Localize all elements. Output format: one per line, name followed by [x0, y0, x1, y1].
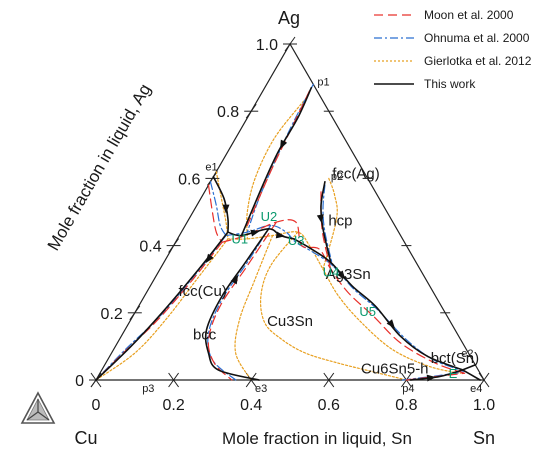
- phase-label: Cu3Sn: [267, 313, 313, 330]
- invariant-point-label: U1: [232, 232, 249, 247]
- bottom-axis-tick-cross: [323, 372, 335, 388]
- curve-gierlotka-et-al-2012-2: [95, 238, 229, 381]
- bottom-axis-tick-cross: [168, 372, 180, 388]
- phase-labels: fcc(Ag) hcp Ag3Sn fcc(Cu) Cu3Sn bcc bct(Sn)Cu6…: [179, 165, 480, 377]
- thermo-calc-logo-icon: [20, 391, 56, 424]
- left-axis-title: Mole fraction in liquid, Ag: [44, 81, 155, 254]
- left-axis-tick-cross: [129, 305, 141, 321]
- left-axis-tick-cross: [245, 103, 257, 119]
- special-point-label: p4: [402, 383, 414, 395]
- direction-arrow: [275, 231, 286, 239]
- curve-ohnuma-et-al-2000-5: [322, 184, 334, 267]
- curve-this-work-2: [293, 238, 464, 371]
- special-point-label: e2: [461, 348, 473, 360]
- bottom-axis-tick-label: 0.4: [240, 397, 262, 414]
- vertex-label-left: Cu: [74, 428, 97, 448]
- left-axis-tick-cross: [168, 238, 180, 253]
- vertex-label-right: Sn: [473, 428, 495, 448]
- phase-label: fcc(Ag): [332, 165, 380, 182]
- curve-ohnuma-et-al-2000-1: [225, 224, 467, 373]
- curve-gierlotka-et-al-2012-3: [234, 234, 274, 381]
- special-point-label: p2: [331, 171, 343, 183]
- left-axis-tick-label: 0.2: [101, 306, 123, 323]
- direction-arrows: [205, 139, 437, 382]
- direction-arrow: [230, 274, 239, 285]
- curve-this-work-5: [240, 86, 313, 237]
- bottom-axis-tick-label: 0.8: [395, 397, 417, 414]
- special-point-label: p1: [317, 77, 329, 89]
- legend-entry: Moon et al. 2000: [424, 8, 514, 22]
- invariant-point-label: U5: [359, 304, 376, 319]
- special-point-label: e1: [205, 162, 217, 174]
- curve-moon-et-al-2000-4: [246, 90, 310, 227]
- direction-arrow: [316, 214, 324, 224]
- triangle-frame: [94, 42, 486, 381]
- left-axis-tick-label: 0.8: [217, 104, 239, 121]
- bottom-axis-tick-cross: [478, 372, 490, 388]
- curve-this-work-8: [461, 369, 481, 381]
- direction-arrow: [250, 229, 260, 237]
- special-point-label: e4: [470, 383, 482, 395]
- curve-ohnuma-et-al-2000-0: [209, 181, 227, 237]
- legend: Moon et al. 2000 Ohnuma et al. 2000 Gierlo…: [374, 8, 532, 91]
- direction-arrow: [386, 319, 395, 329]
- legend-entry: Ohnuma et al. 2000: [424, 31, 530, 45]
- curve-this-work-4: [204, 228, 270, 381]
- phase-label: Ag3Sn: [326, 266, 371, 283]
- invariant-point-label: E: [449, 366, 458, 381]
- phase-label: bct(Sn): [431, 350, 479, 367]
- curve-gierlotka-et-al-2012-5: [322, 177, 338, 270]
- triangle-outline: [94, 42, 486, 381]
- invariant-point-label: U2: [261, 209, 278, 224]
- invariant-point-label: U4: [323, 264, 340, 279]
- left-axis-tick-label: 0: [75, 373, 84, 390]
- phase-boundary-curves: [95, 83, 481, 381]
- special-point-label: p3: [142, 383, 154, 395]
- axis-tick-labels: 0 0.2 0.4 0.6 0.8 1.0 0 0.2 0.4 0.6 0.8 1.0: [75, 37, 495, 414]
- curve-moon-et-al-2000-3: [207, 221, 278, 381]
- left-axis-tick-label: 1.0: [256, 37, 278, 54]
- bottom-axis-tick-label: 1.0: [473, 397, 495, 414]
- vertex-label-top: Ag: [278, 8, 300, 28]
- bottom-axis-tick-label: 0.2: [162, 397, 184, 414]
- direction-arrow: [222, 204, 230, 214]
- left-axis-tick-cross: [206, 171, 218, 186]
- bottom-axis-title: Mole fraction in liquid, Sn: [222, 429, 412, 448]
- legend-entry: This work: [424, 77, 476, 91]
- phase-label: Cu6Sn5-h: [361, 360, 429, 377]
- direction-arrow: [337, 270, 346, 280]
- curve-gierlotka-et-al-2012-6: [259, 231, 407, 381]
- curve-this-work-9: [409, 369, 464, 381]
- direction-arrow: [205, 253, 214, 264]
- phase-label: bcc: [193, 327, 217, 344]
- direction-arrow: [280, 139, 288, 150]
- curve-gierlotka-et-al-2012-1: [227, 231, 462, 374]
- left-axis-tick-cross: [284, 36, 296, 52]
- bottom-axis-tick-label: 0: [92, 397, 101, 414]
- phase-label: hcp: [328, 212, 352, 229]
- special-point-label: e3: [255, 383, 267, 395]
- direction-arrow: [426, 374, 437, 382]
- bottom-axis-tick-label: 0.6: [318, 397, 340, 414]
- legend-entry: Gierlotka et al. 2012: [424, 54, 532, 68]
- point-labels: p1 p2 p3 p4 e1 e2 e3 e4 U1 U2 U3 U4 U5 E: [142, 77, 482, 395]
- phase-label: fcc(Cu): [179, 283, 227, 300]
- invariant-point-label: U3: [288, 233, 305, 248]
- left-axis-tick-label: 0.6: [178, 171, 200, 188]
- left-axis-tick-label: 0.4: [139, 239, 161, 256]
